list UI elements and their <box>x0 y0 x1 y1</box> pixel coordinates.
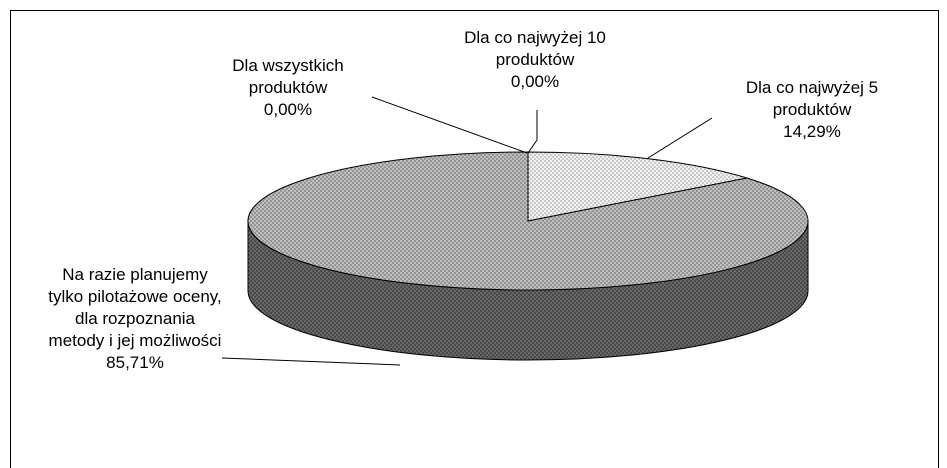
leader-line <box>371 96 528 154</box>
pie-slice <box>247 151 809 291</box>
label-name: Dla wszystkich produktów <box>232 56 344 97</box>
leaders <box>221 96 713 366</box>
data-label: Dla wszystkich produktów 0,00% <box>203 55 373 121</box>
data-label: Na razie planujemy tylko pilotażowe ocen… <box>45 264 225 374</box>
label-name: Na razie planujemy tylko pilotażowe ocen… <box>48 265 222 350</box>
frame <box>10 10 939 468</box>
label-name: Dla co najwyżej 5 produktów <box>745 78 879 119</box>
data-label: Dla co najwyżej 10 produktów 0,00% <box>430 27 640 93</box>
label-value: 0,00% <box>510 72 560 91</box>
leader-line <box>647 117 713 159</box>
leader-line <box>527 110 538 154</box>
label-value: 14,29% <box>783 122 841 141</box>
tops <box>247 151 809 291</box>
label-value: 0,00% <box>263 100 313 119</box>
label-value: 85,71% <box>106 353 164 372</box>
data-label: Dla co najwyżej 5 produktów 14,29% <box>722 77 902 143</box>
pie-slice <box>527 151 748 222</box>
label-name: Dla co najwyżej 10 produktów <box>464 28 606 69</box>
leader-line <box>221 357 401 366</box>
